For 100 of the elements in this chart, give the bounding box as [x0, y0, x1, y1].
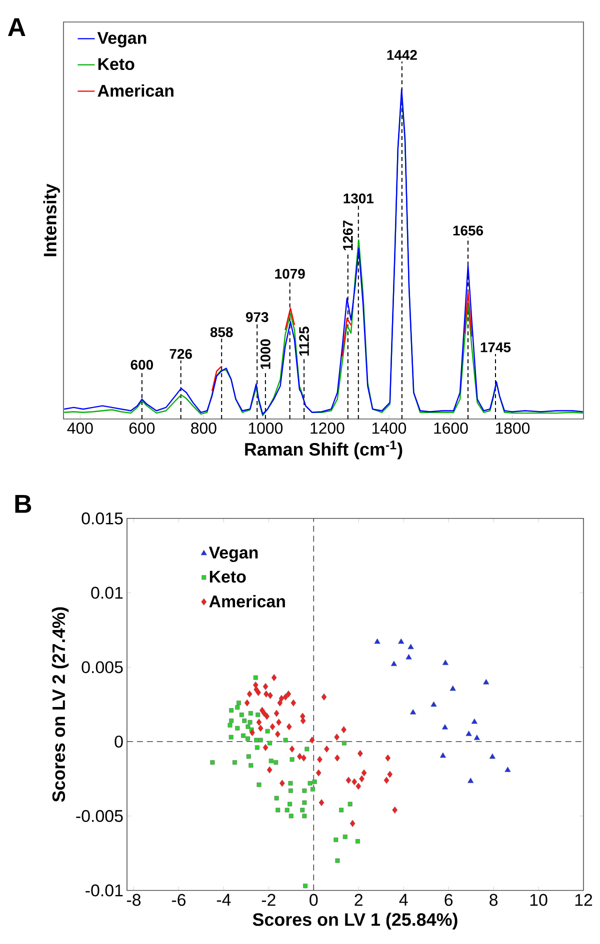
point: [268, 758, 274, 764]
x-tick-label: 4: [399, 894, 408, 906]
y-axis-title: Intensity: [43, 184, 60, 256]
point: [235, 726, 240, 730]
point: [241, 733, 246, 738]
point: [242, 718, 247, 724]
legend-label: American: [209, 594, 285, 608]
point: [229, 708, 234, 713]
point: [300, 717, 306, 724]
point: [256, 688, 262, 696]
x-tick-label: 10: [530, 894, 548, 906]
point: [262, 683, 268, 690]
point: [355, 839, 360, 844]
point: [235, 705, 240, 710]
x-tick-label: -4: [216, 894, 231, 906]
point: [317, 756, 322, 763]
x-tick-label: -2: [262, 894, 276, 906]
x-tick-label: -8: [126, 894, 141, 906]
point: [228, 734, 234, 740]
point: [300, 808, 305, 812]
point: [258, 738, 263, 742]
point: [302, 788, 307, 793]
point: [339, 808, 344, 812]
point: [253, 675, 258, 680]
point: [359, 775, 364, 782]
point: [265, 728, 270, 734]
x-tick-label: 1600: [434, 422, 468, 434]
point: [284, 808, 290, 812]
point: [321, 693, 327, 700]
point: [256, 782, 262, 787]
x-tick-label: 400: [67, 422, 93, 434]
point: [341, 726, 346, 734]
point: [290, 757, 294, 762]
point: [334, 838, 338, 842]
point: [239, 712, 244, 718]
y-tick-label: 0.01: [91, 586, 123, 599]
point: [312, 780, 317, 784]
point: [274, 730, 280, 738]
point: [356, 782, 362, 790]
y-tick-label: -0.005: [76, 810, 123, 822]
point: [410, 709, 416, 714]
x-axis-title: Raman Shift (cm$^{-1}$): [245, 440, 402, 460]
point: [264, 712, 270, 720]
y-axis-title: Scores on LV 2 (27.4%): [52, 607, 69, 802]
ref-line-label: 1745: [480, 342, 511, 352]
point: [288, 781, 293, 786]
ref-line-label: 600: [130, 360, 153, 370]
point: [277, 699, 283, 706]
point: [229, 718, 234, 724]
x-tick-label: 800: [191, 422, 216, 434]
point: [266, 766, 272, 774]
point: [430, 701, 437, 707]
point: [278, 694, 284, 702]
chart-title: A: [8, 18, 26, 36]
point: [276, 718, 282, 726]
point: [303, 884, 308, 888]
point: [318, 799, 324, 806]
point: [310, 786, 315, 792]
point: [210, 760, 215, 765]
point: [271, 674, 277, 682]
point: [442, 724, 448, 730]
point: [254, 738, 259, 742]
point: [468, 778, 474, 784]
point: [250, 729, 255, 736]
point: [398, 638, 404, 644]
x-tick-label: 1800: [496, 422, 530, 434]
y-tick-label: 0.015: [82, 512, 123, 524]
point: [342, 834, 348, 840]
point: [302, 814, 307, 818]
point: [290, 699, 296, 706]
y-tick-label: 0.005: [82, 661, 123, 674]
point: [262, 744, 268, 752]
x-tick-label: 8: [490, 894, 498, 906]
point: [289, 746, 295, 753]
point: [279, 780, 285, 787]
x-tick-label: 600: [129, 422, 155, 434]
point: [288, 788, 293, 793]
point: [248, 711, 253, 716]
point: [232, 760, 237, 765]
y-tick-label: 0: [114, 736, 123, 748]
point: [274, 760, 278, 765]
point: [244, 699, 250, 706]
point: [392, 806, 398, 814]
point: [268, 740, 272, 746]
ref-line-label: 1125: [299, 326, 309, 356]
point: [288, 802, 292, 806]
legend-label: Keto: [210, 570, 246, 583]
point: [390, 660, 398, 666]
point: [385, 754, 391, 762]
point: [276, 808, 280, 812]
legend-label: American: [98, 84, 174, 97]
point: [286, 723, 292, 730]
point: [442, 660, 449, 666]
point: [352, 778, 358, 786]
point: [334, 734, 340, 741]
point: [348, 802, 352, 806]
x-axis-title: Scores on LV 1 (25.84%): [252, 912, 458, 930]
point: [483, 678, 490, 684]
point: [228, 722, 232, 728]
x-tick-label: 6: [444, 894, 453, 906]
